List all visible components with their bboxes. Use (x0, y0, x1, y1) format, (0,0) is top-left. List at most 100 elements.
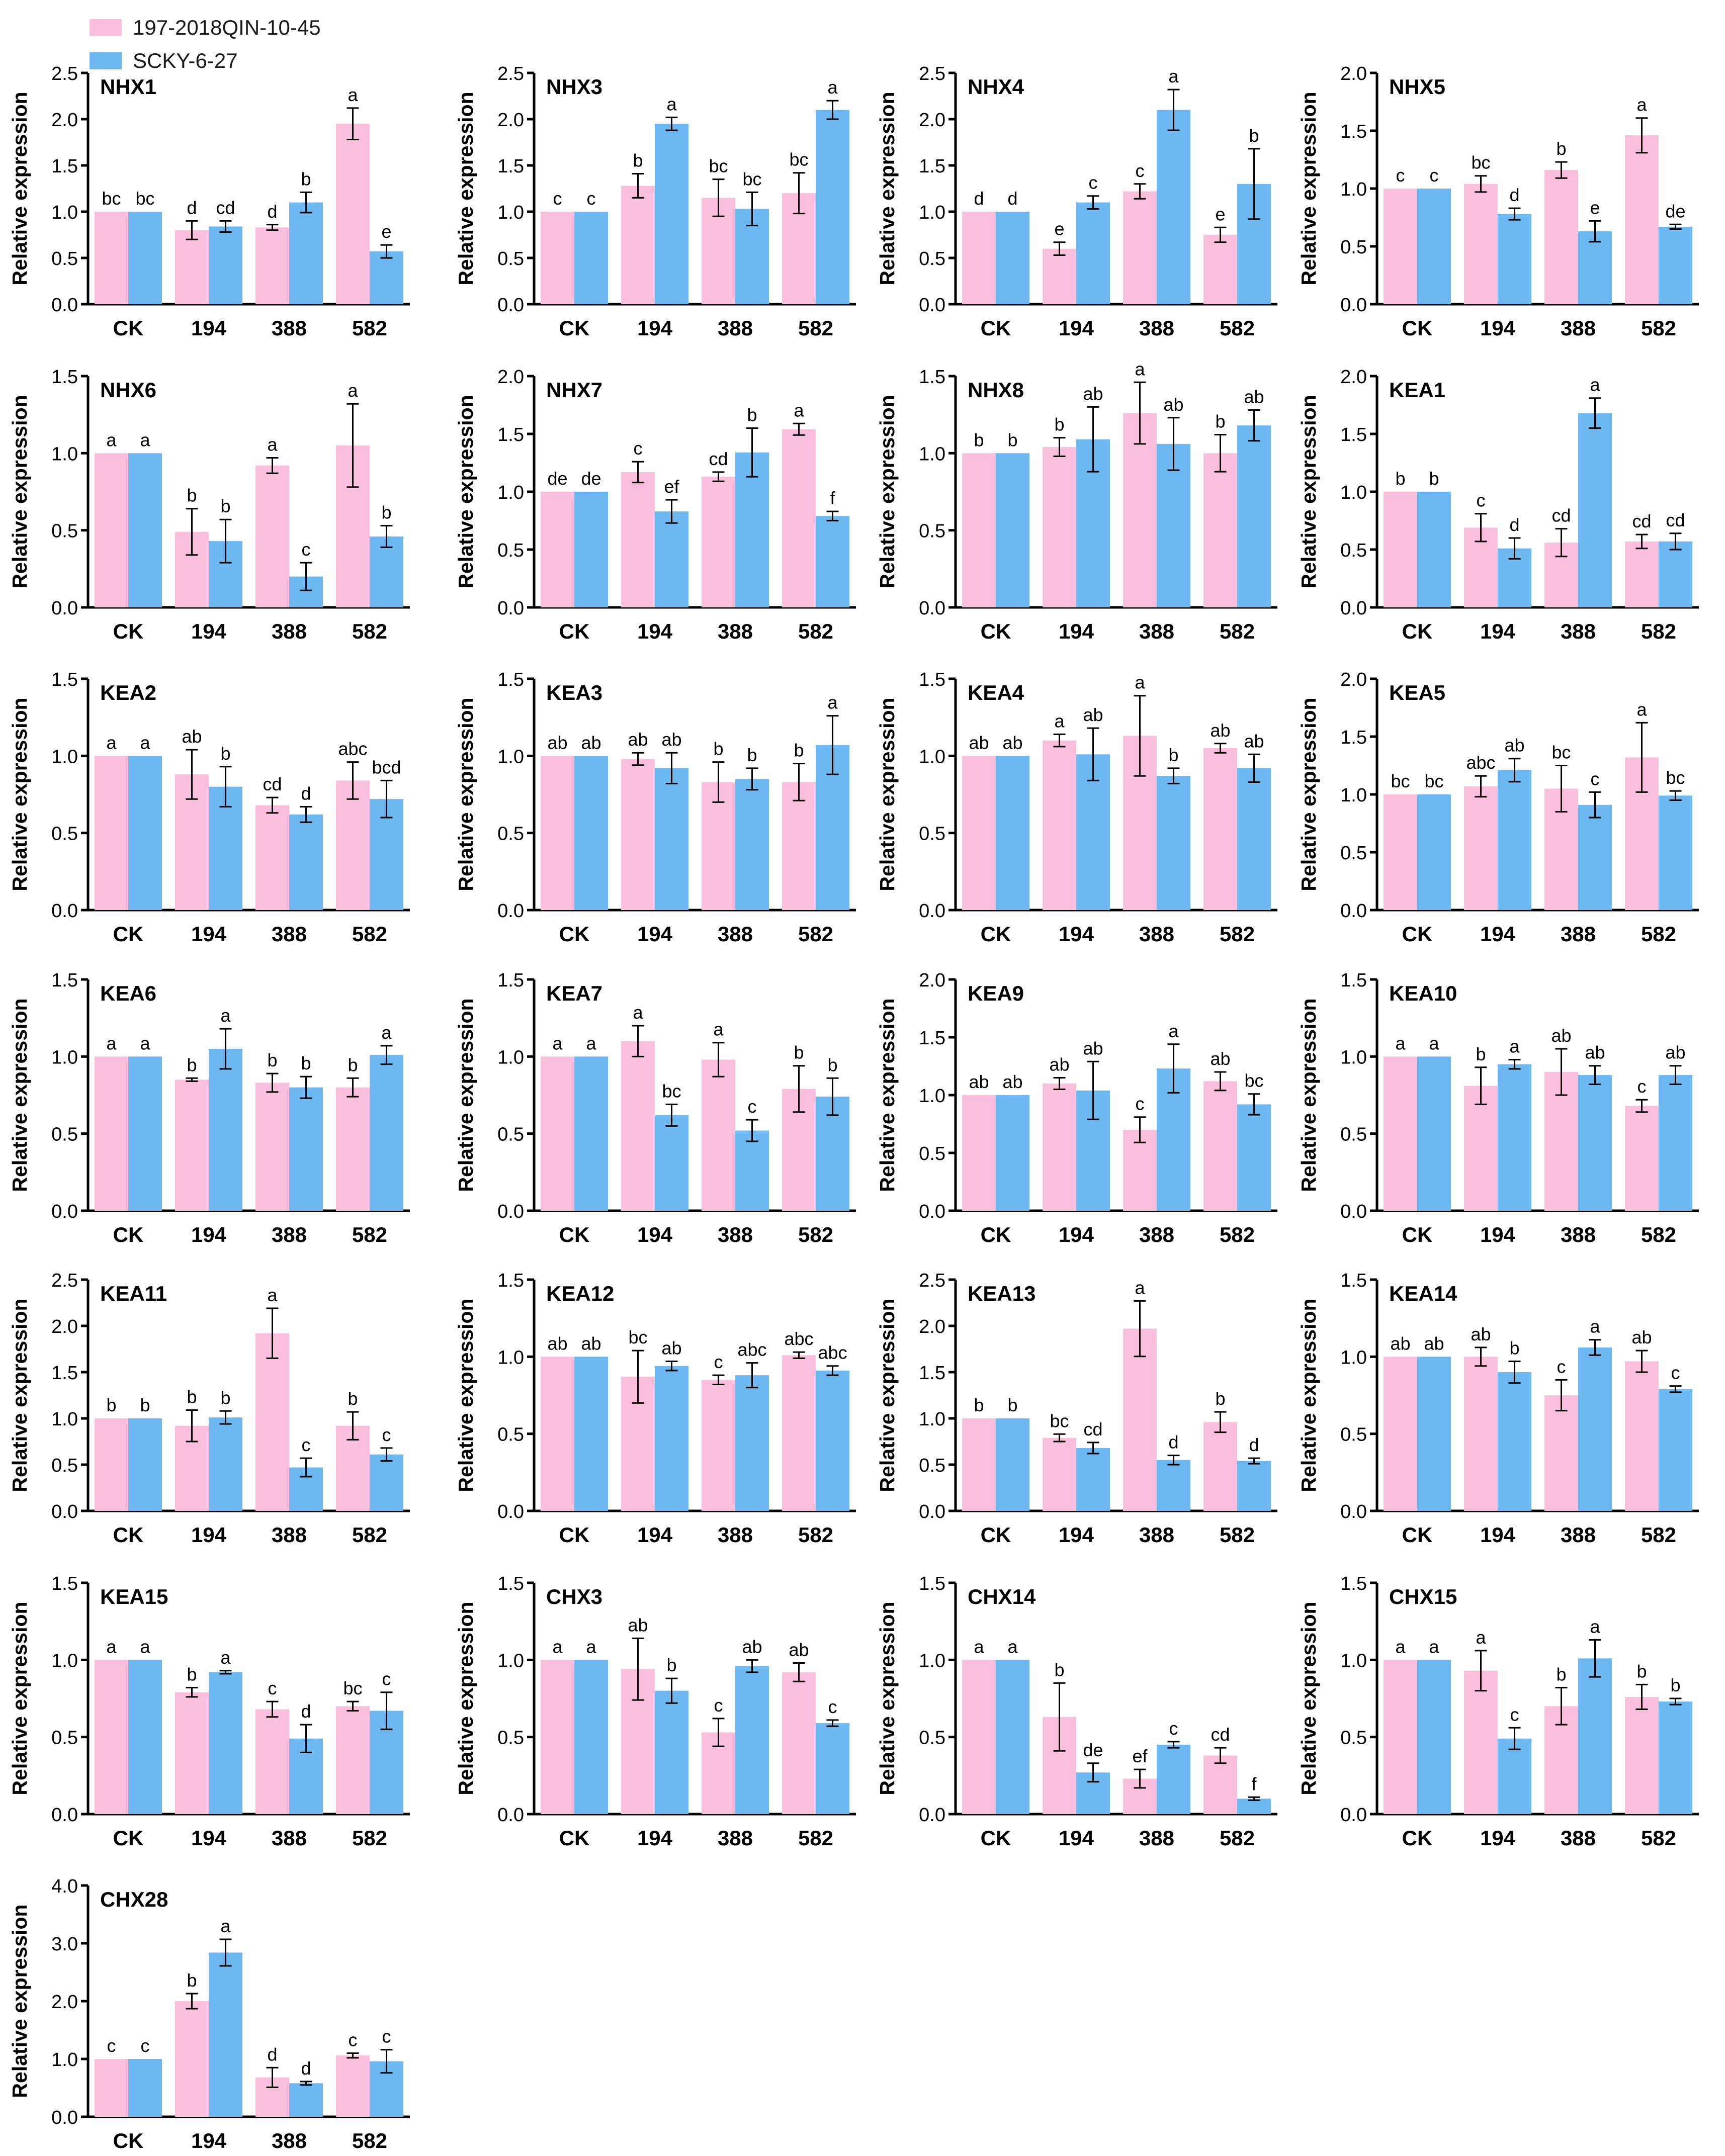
nhx3-significance-label: c (553, 188, 562, 209)
chx15-significance-label: b (1636, 1661, 1647, 1681)
chx14-xtick-label-582: 582 (1220, 1826, 1255, 1850)
nhx3-significance-label: a (827, 77, 838, 98)
nhx1-significance-label: d (267, 201, 277, 222)
kea11-significance-label: b (348, 1388, 358, 1409)
nhx5-y-axis-title: Relative expression (1297, 92, 1320, 285)
nhx1-y-axis-title: Relative expression (8, 92, 31, 285)
kea10-significance-label: a (1395, 1033, 1406, 1053)
kea2-significance-label: a (106, 732, 117, 753)
nhx5-significance-label: b (1556, 138, 1566, 159)
kea9-xtick-label-582: 582 (1220, 1223, 1255, 1246)
nhx3-significance-label: bc (789, 149, 808, 170)
nhx7-ytick-label: 1.0 (497, 482, 524, 503)
kea10-bar-qin-194 (1464, 1086, 1498, 1211)
kea5-ytick-label: 1.5 (1340, 727, 1367, 748)
kea15-ytick-label: 0.0 (51, 1805, 78, 1826)
kea15-significance-label: a (106, 1636, 117, 1657)
nhx5-ytick-label: 0.5 (1340, 237, 1367, 258)
chx28-significance-label: c (141, 2035, 150, 2056)
kea3-bar-scky-ck (574, 756, 608, 910)
chx3-bar-scky-194 (655, 1690, 688, 1814)
kea1-significance-label: b (1429, 468, 1439, 489)
kea13-significance-label: cd (1083, 1419, 1102, 1440)
chx28-xtick-label-ck: CK (113, 2129, 144, 2152)
chx3-bar-qin-582 (782, 1672, 816, 1814)
kea12-significance-label: bc (628, 1327, 647, 1348)
kea11-xtick-label-388: 388 (272, 1523, 307, 1547)
kea15-xtick-label-194: 194 (191, 1826, 227, 1850)
kea2-bar-qin-582 (336, 780, 370, 910)
kea9-significance-label: ab (1083, 1038, 1103, 1058)
chx15-ytick-label: 0.0 (1340, 1805, 1367, 1826)
chx28-ytick-label: 3.0 (51, 1934, 78, 1955)
kea14-y-axis-title: Relative expression (1297, 1298, 1320, 1492)
kea10-xtick-label-ck: CK (1402, 1223, 1433, 1246)
nhx1-bar-qin-388 (255, 227, 289, 304)
kea12-xtick-label-ck: CK (559, 1523, 590, 1547)
kea4-xtick-label-582: 582 (1220, 922, 1255, 946)
chx3-bar-scky-388 (735, 1666, 769, 1814)
kea3-bar-qin-582 (782, 782, 816, 910)
nhx8-significance-label: a (1135, 358, 1145, 379)
nhx5-ytick-label: 0.0 (1340, 295, 1367, 316)
chx28-significance-label: d (267, 2044, 277, 2064)
nhx1-significance-label: a (348, 84, 358, 105)
nhx1-ytick-label: 0.0 (51, 295, 78, 316)
chx3-significance-label: ab (628, 1614, 648, 1635)
chx3-significance-label: a (586, 1636, 596, 1657)
chx3-bar-scky-582 (816, 1723, 849, 1814)
kea1-ytick-label: 0.0 (1340, 598, 1367, 619)
kea3-ytick-label: 1.5 (497, 669, 524, 690)
kea4-ytick-label: 1.0 (919, 746, 945, 767)
nhx3-bar-qin-ck (541, 212, 574, 304)
nhx1-bar-qin-ck (95, 212, 128, 304)
kea15-chart-title: KEA15 (100, 1585, 168, 1608)
kea6-significance-label: a (220, 1005, 231, 1026)
nhx8-significance-label: b (1054, 414, 1064, 435)
kea14-xtick-label-388: 388 (1561, 1523, 1596, 1547)
kea11-ytick-label: 2.0 (51, 1316, 78, 1337)
chx3-xtick-label-ck: CK (559, 1826, 590, 1850)
nhx7-bar-scky-ck (574, 492, 608, 607)
kea14-significance-label: c (1557, 1356, 1566, 1377)
chx28-significance-label: c (349, 2030, 358, 2050)
kea12-significance-label: c (714, 1352, 723, 1372)
kea7-significance-label: b (794, 1042, 804, 1063)
kea12-ytick-label: 1.5 (497, 1270, 524, 1291)
kea5-significance-label: bc (1391, 771, 1410, 791)
kea4-ytick-label: 0.5 (919, 824, 945, 845)
chx14-ytick-label: 0.5 (919, 1728, 945, 1749)
kea9-significance-label: ab (1002, 1071, 1022, 1092)
nhx6-significance-label: a (348, 380, 358, 401)
nhx8-chart-title: NHX8 (968, 378, 1024, 402)
nhx6-chart-title: NHX6 (100, 378, 156, 402)
kea6-bar-scky-ck (128, 1056, 162, 1211)
nhx1-significance-label: b (301, 168, 311, 189)
kea15-significance-label: d (301, 1701, 311, 1722)
chx15-bar-qin-582 (1625, 1696, 1659, 1814)
kea1-xtick-label-194: 194 (1480, 619, 1516, 643)
kea4-xtick-label-388: 388 (1139, 922, 1174, 946)
chx14-xtick-label-388: 388 (1139, 1826, 1174, 1850)
kea15-xtick-label-388: 388 (272, 1826, 307, 1850)
chx28-bar-qin-194 (175, 2001, 209, 2117)
nhx4-bar-qin-194 (1043, 248, 1076, 304)
kea5-xtick-label-194: 194 (1480, 922, 1516, 946)
nhx8-bar-scky-582 (1237, 425, 1271, 607)
kea15-xtick-label-582: 582 (352, 1826, 387, 1850)
nhx5-bar-qin-582 (1625, 135, 1659, 304)
nhx3-significance-label: c (587, 188, 596, 209)
kea14-bar-scky-194 (1498, 1372, 1531, 1511)
kea6-bar-scky-194 (209, 1049, 242, 1211)
kea1-xtick-label-388: 388 (1561, 619, 1596, 643)
kea6-ytick-label: 1.0 (51, 1047, 78, 1068)
kea13-significance-label: bc (1050, 1410, 1069, 1431)
kea7-ytick-label: 1.5 (497, 970, 524, 991)
nhx8-xtick-label-ck: CK (981, 619, 1011, 643)
nhx5-bar-scky-ck (1417, 189, 1451, 304)
kea7-significance-label: bc (662, 1081, 681, 1101)
kea7-significance-label: a (713, 1019, 724, 1040)
nhx5-bar-scky-388 (1578, 231, 1612, 304)
kea4-bar-scky-582 (1237, 768, 1271, 910)
chx28-ytick-label: 4.0 (51, 1876, 78, 1897)
